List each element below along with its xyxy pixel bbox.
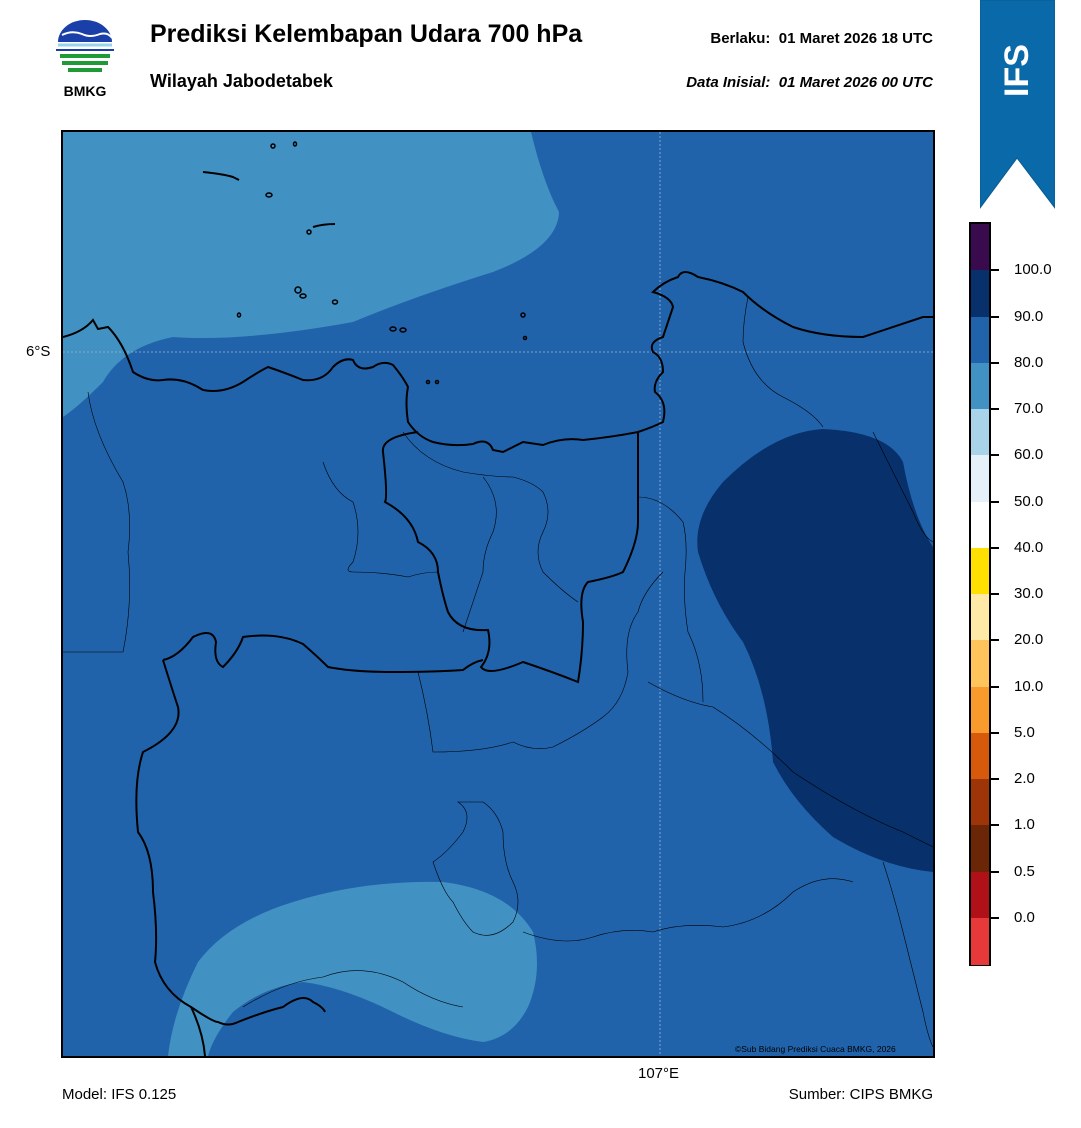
colorbar-tick [991, 269, 999, 272]
colorbar-tick [991, 870, 999, 873]
colorbar-segment [971, 362, 989, 410]
colorbar-tick [991, 593, 999, 595]
colorbar-segment [971, 871, 989, 919]
colorbar-segment [971, 917, 989, 965]
colorbar-label: 1.0 [1014, 816, 1035, 834]
init-time: Data Inisial: 01 Maret 2026 00 UTC [686, 74, 933, 91]
latitude-label: 6°S [26, 343, 51, 360]
colorbar-tick [991, 500, 999, 503]
source-info: Sumber: CIPS BMKG [788, 1086, 933, 1103]
colorbar-segment [971, 501, 989, 549]
valid-label: Berlaku: [710, 30, 771, 47]
humidity-map[interactable] [61, 130, 935, 1058]
colorbar-tick [991, 315, 999, 318]
map-credit: ©Sub Bidang Prediksi Cuaca BMKG, 2026 [735, 1044, 896, 1054]
colorbar-label: 60.0 [1014, 446, 1044, 464]
colorbar-label: 40.0 [1014, 538, 1044, 556]
bmkg-emblem-icon [56, 20, 114, 72]
colorbar-segment [971, 455, 989, 502]
colorbar-tick [991, 916, 999, 919]
page-title: Prediksi Kelembapan Udara 700 hPa [150, 20, 583, 48]
colorbar-tick [991, 361, 999, 364]
colorbar-segment [971, 547, 989, 595]
colorbar-tick [991, 408, 999, 410]
colorbar-segment [971, 825, 989, 872]
colorbar-segment [971, 409, 989, 456]
colorbar-label: 2.0 [1014, 770, 1035, 787]
colorbar-label: 0.0 [1014, 908, 1035, 926]
colorbar-tick [991, 685, 999, 688]
colorbar-label: 5.0 [1014, 723, 1035, 741]
colorbar-tick [991, 546, 999, 549]
colorbar-segment [971, 640, 989, 687]
ifs-label: IFS [998, 43, 1036, 97]
init-time-value: 01 Maret 2026 00 UTC [778, 74, 933, 91]
colorbar-label: 70.0 [1014, 400, 1044, 417]
colorbar-segment [971, 732, 989, 780]
init-label: Data Inisial: [686, 74, 771, 91]
map-canvas [63, 132, 933, 1056]
colorbar-segment [971, 779, 989, 826]
colorbar-segment [971, 686, 989, 734]
colorbar-label: 10.0 [1014, 677, 1044, 695]
colorbar-label: 20.0 [1014, 631, 1044, 649]
colorbar-label: 30.0 [1014, 585, 1044, 602]
colorbar-tick [991, 454, 999, 457]
humidity-colorbar [969, 222, 991, 966]
colorbar-label: 100.0 [1014, 261, 1052, 279]
colorbar-tick [991, 731, 999, 734]
colorbar-segment [971, 594, 989, 641]
model-info: Model: IFS 0.125 [62, 1086, 177, 1103]
valid-time-value: 01 Maret 2026 18 UTC [778, 30, 933, 47]
bmkg-logo: BMKG [52, 20, 118, 102]
colorbar-tick [991, 778, 999, 780]
colorbar-label: 80.0 [1014, 353, 1044, 371]
colorbar-label: 0.5 [1014, 862, 1035, 880]
logo-text: BMKG [63, 83, 107, 99]
longitude-label: 107°E [638, 1065, 680, 1082]
colorbar-segment [971, 316, 989, 364]
colorbar-tick [991, 639, 999, 642]
colorbar-tick [991, 824, 999, 827]
colorbar-segment [971, 224, 989, 271]
colorbar-label: 90.0 [1014, 307, 1044, 325]
page-subtitle: Wilayah Jabodetabek [150, 71, 333, 91]
ifs-banner: IFS [979, 0, 1056, 210]
colorbar-label: 50.0 [1014, 492, 1044, 510]
colorbar-segment [971, 270, 989, 317]
valid-time: Berlaku: 01 Maret 2026 18 UTC [710, 30, 933, 47]
